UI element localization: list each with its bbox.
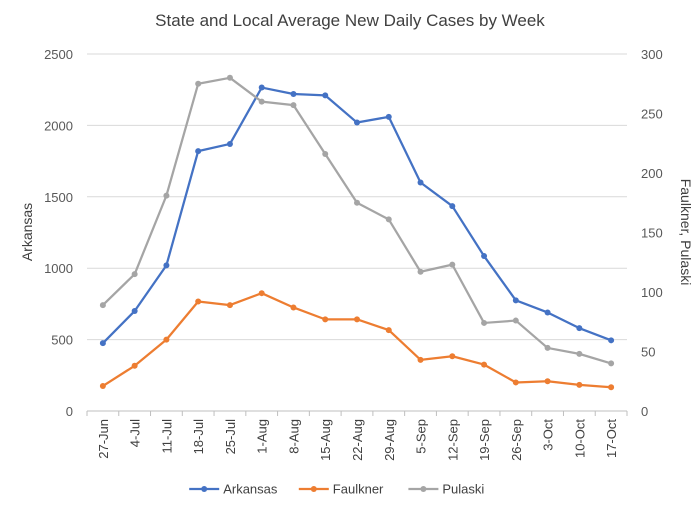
x-tick-label: 8-Aug xyxy=(286,419,301,454)
legend-label: Faulkner xyxy=(333,482,384,497)
x-tick-label: 18-Jul xyxy=(191,419,206,455)
x-tick-label: 5-Sep xyxy=(414,419,429,454)
data-point-arkansas xyxy=(163,262,170,269)
x-tick-label: 15-Aug xyxy=(318,419,333,461)
data-point-faulkner xyxy=(195,298,202,305)
data-point-pulaski xyxy=(322,150,329,157)
left-tick-label: 500 xyxy=(51,333,73,348)
data-point-faulkner xyxy=(576,381,583,388)
left-tick-label: 2000 xyxy=(44,118,73,133)
right-tick-label: 300 xyxy=(641,47,663,62)
chart-title: State and Local Average New Daily Cases … xyxy=(155,11,545,30)
legend-swatch-marker xyxy=(310,486,317,492)
data-point-faulkner xyxy=(290,304,297,311)
data-point-arkansas xyxy=(258,84,265,91)
data-point-faulkner xyxy=(163,336,170,343)
right-axis-ticks: 0 50 100 150 200 250 300 xyxy=(641,47,663,419)
data-point-arkansas xyxy=(608,337,615,344)
legend: Arkansas Faulkner Pulaski xyxy=(189,482,484,497)
data-point-pulaski xyxy=(512,317,519,324)
data-point-arkansas xyxy=(512,297,519,304)
data-point-pulaski xyxy=(576,350,583,357)
data-point-faulkner xyxy=(322,316,329,323)
left-tick-label: 1500 xyxy=(44,190,73,205)
data-point-pulaski xyxy=(608,360,615,367)
data-point-pulaski xyxy=(417,268,424,275)
data-point-pulaski xyxy=(481,319,488,326)
data-point-arkansas xyxy=(354,119,360,126)
data-point-faulkner xyxy=(131,362,138,369)
data-point-faulkner xyxy=(417,356,424,363)
right-tick-label: 200 xyxy=(641,166,663,181)
legend-label: Arkansas xyxy=(223,482,278,497)
data-point-arkansas xyxy=(290,90,297,97)
legend-swatch-marker xyxy=(201,486,208,492)
legend-label: Pulaski xyxy=(442,482,484,497)
data-point-pulaski xyxy=(131,271,138,278)
legend-swatch-marker xyxy=(420,486,427,492)
data-point-pulaski xyxy=(385,216,392,223)
data-point-arkansas xyxy=(481,253,488,260)
data-point-pulaski xyxy=(258,98,265,105)
data-point-arkansas xyxy=(322,92,329,99)
x-tick-label: 11-Jul xyxy=(159,419,174,454)
data-point-arkansas xyxy=(226,140,233,147)
right-tick-label: 100 xyxy=(641,285,663,300)
data-point-pulaski xyxy=(544,344,551,351)
data-point-faulkner xyxy=(512,379,519,386)
data-point-faulkner xyxy=(258,290,265,297)
data-point-faulkner xyxy=(385,327,392,334)
data-point-arkansas xyxy=(417,179,424,186)
data-point-faulkner xyxy=(354,316,360,323)
right-tick-label: 50 xyxy=(641,345,655,360)
x-tick-label: 26-Sep xyxy=(509,419,524,461)
left-tick-label: 2500 xyxy=(44,47,73,62)
left-tick-label: 0 xyxy=(66,404,73,419)
data-point-pulaski xyxy=(99,302,106,309)
x-tick-label: 3-Oct xyxy=(541,419,556,451)
gridlines xyxy=(86,53,628,416)
data-point-faulkner xyxy=(481,361,488,368)
x-tick-label: 4-Jul xyxy=(128,419,143,447)
data-point-arkansas xyxy=(449,203,456,210)
data-point-pulaski xyxy=(290,102,297,109)
data-point-faulkner xyxy=(544,378,551,385)
x-tick-label: 10-Oct xyxy=(572,419,587,458)
left-axis-ticks: 0 500 1000 1500 2000 2500 xyxy=(44,47,73,419)
right-axis-label: Faulkner, Pulaski xyxy=(678,179,694,286)
x-tick-label: 1-Aug xyxy=(255,419,270,454)
data-point-pulaski xyxy=(449,261,456,268)
data-point-arkansas xyxy=(544,309,551,316)
x-tick-label: 22-Aug xyxy=(350,419,365,461)
x-tick-label: 12-Sep xyxy=(445,419,460,461)
right-tick-label: 0 xyxy=(641,404,648,419)
data-point-arkansas xyxy=(576,325,583,332)
left-axis-label: Arkansas xyxy=(19,203,35,261)
data-point-arkansas xyxy=(99,340,106,347)
right-tick-label: 150 xyxy=(641,226,663,241)
x-tick-label: 29-Aug xyxy=(382,419,397,461)
data-point-faulkner xyxy=(226,302,233,309)
data-point-pulaski xyxy=(354,199,360,206)
x-tick-label: 19-Sep xyxy=(477,419,492,461)
data-point-arkansas xyxy=(131,308,138,315)
data-point-pulaski xyxy=(195,80,202,87)
series-lines xyxy=(99,74,615,391)
x-tick-label: 17-Oct xyxy=(604,419,619,458)
left-tick-label: 1000 xyxy=(44,261,73,276)
x-tick-label: 27-Jun xyxy=(96,419,111,459)
data-point-faulkner xyxy=(608,384,615,391)
data-point-faulkner xyxy=(449,353,456,360)
x-tick-label: 25-Jul xyxy=(223,419,238,455)
data-point-arkansas xyxy=(385,113,392,120)
data-point-arkansas xyxy=(195,148,202,155)
data-point-faulkner xyxy=(99,383,106,390)
data-point-pulaski xyxy=(163,192,170,199)
data-point-pulaski xyxy=(226,74,233,81)
x-axis-ticks: 27-Jun 4-Jul 11-Jul 18-Jul 25-Jul 1-Aug 8-Aug 1… xyxy=(96,419,619,461)
right-tick-label: 250 xyxy=(641,107,663,122)
